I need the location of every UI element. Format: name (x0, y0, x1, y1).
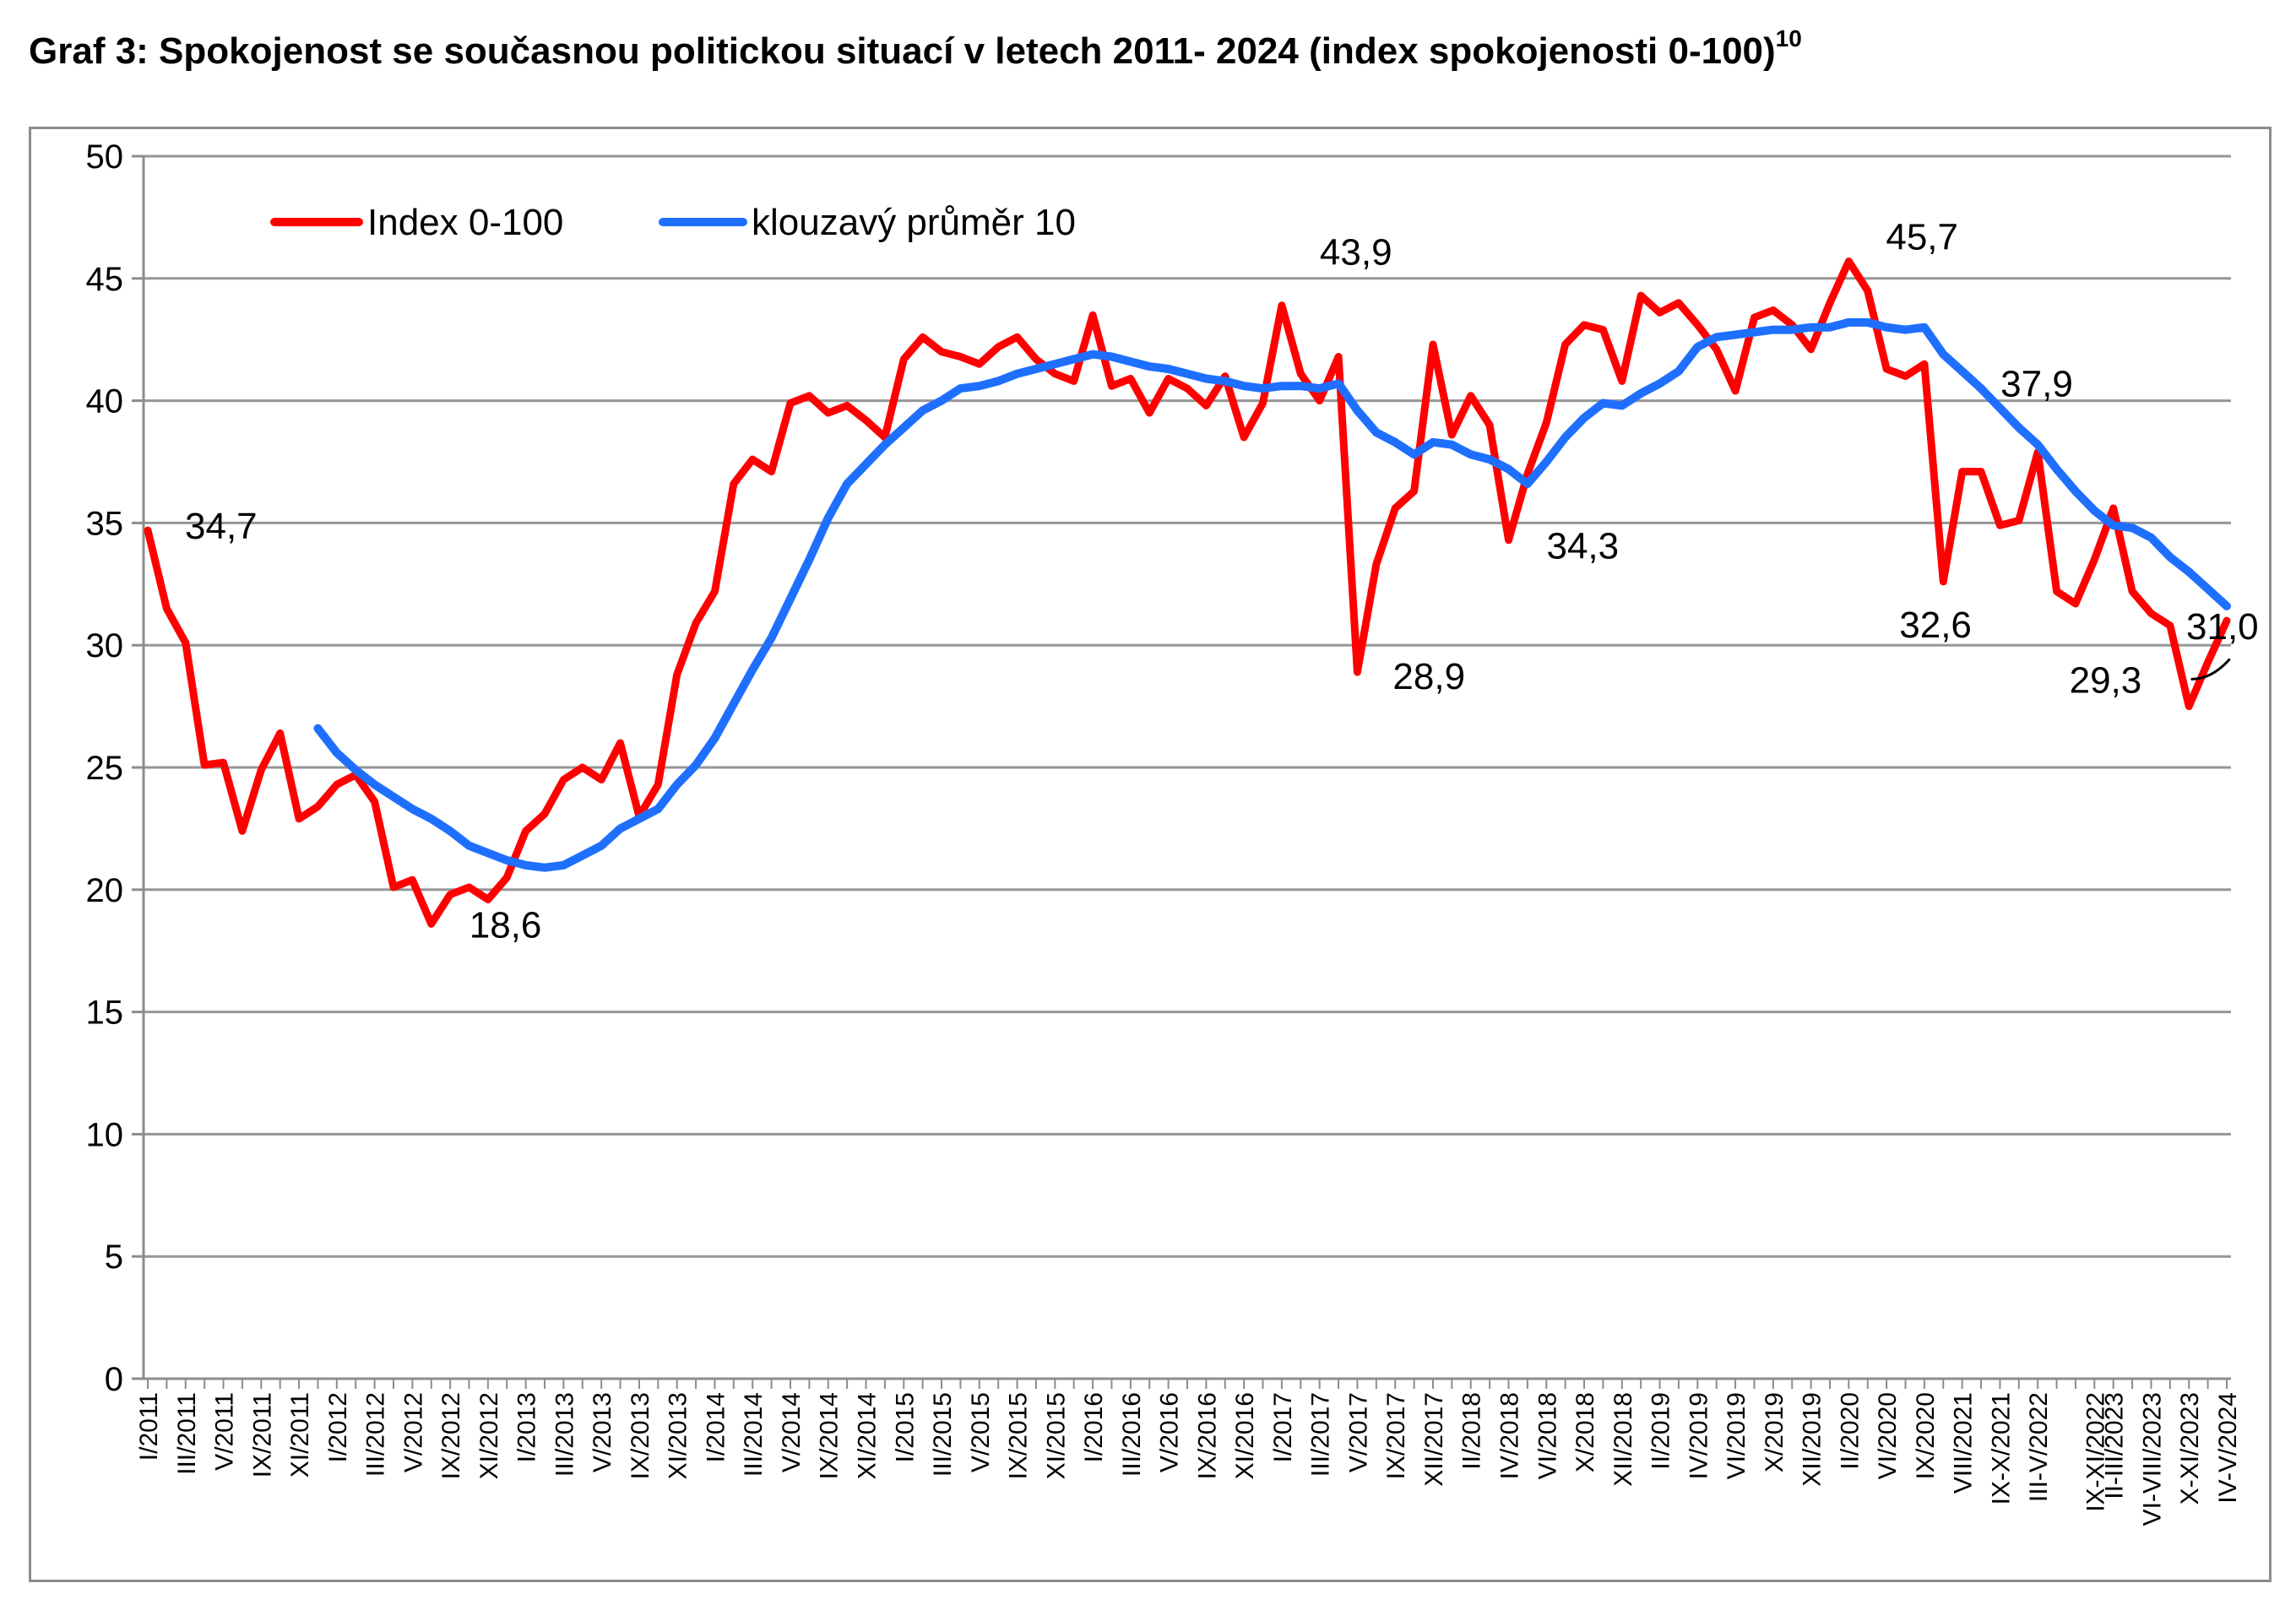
x-tick-label: IX/2011 (248, 1392, 276, 1477)
y-tick-label-25: 25 (86, 750, 124, 787)
x-tick-label: III/2013 (551, 1392, 578, 1477)
y-tick-label-10: 10 (86, 1116, 124, 1153)
x-tick-label: I/2015 (891, 1392, 919, 1462)
data-label: 29,3 (2070, 659, 2142, 701)
x-tick-label: V/2012 (399, 1392, 427, 1472)
x-tick-label: I/2013 (513, 1392, 541, 1462)
x-tick-label: I/2014 (702, 1392, 730, 1462)
index-series-line (144, 258, 2231, 928)
x-tick-label: II-III/2023 (2101, 1392, 2129, 1499)
x-tick-label: III/2016 (1118, 1392, 1146, 1477)
x-tick-label: XII/2019 (1799, 1392, 1826, 1487)
moving-average-series-line (313, 317, 2231, 872)
x-tick-label: VI/2018 (1533, 1392, 1561, 1479)
x-tick-label: II/2019 (1647, 1392, 1675, 1470)
chart-frame (29, 127, 2272, 1582)
x-tick-label: I/2016 (1080, 1392, 1108, 1462)
x-tick-label: X/2018 (1571, 1392, 1599, 1472)
y-tick-label-50: 50 (86, 138, 124, 176)
x-tick-label: V/2017 (1344, 1392, 1372, 1472)
x-tick-label: IV/2019 (1685, 1392, 1713, 1479)
legend: Index 0-100 klouzavý průměr 10 (270, 202, 1076, 243)
x-tick-label: XI/2015 (1042, 1392, 1070, 1479)
y-tick-label-20: 20 (86, 872, 124, 909)
data-label: 34,3 (1546, 526, 1619, 567)
x-tick-label: IX/2013 (627, 1392, 654, 1479)
legend-moving-average-label: klouzavý průměr 10 (752, 202, 1076, 243)
data-label: 34,7 (185, 506, 258, 547)
chart-title-text: Graf 3: Spokojenost se současnou politic… (29, 30, 1776, 72)
x-tick-label: I/2012 (324, 1392, 352, 1462)
x-tick-label: II/2020 (1836, 1392, 1864, 1470)
y-tick-label-15: 15 (86, 995, 124, 1032)
x-tick-label: XII/2018 (1609, 1392, 1637, 1487)
x-tick-label: II/2018 (1458, 1392, 1486, 1470)
x-tick-label: III/2012 (362, 1392, 390, 1477)
x-tick-label: XI/2016 (1231, 1392, 1259, 1479)
series-lines (144, 258, 2231, 928)
x-tick-label: III/2015 (929, 1392, 957, 1477)
x-tick-label: V/2014 (778, 1392, 806, 1472)
title-footnote: 10 (1775, 25, 1802, 52)
x-tick-label: X-XI/2023 (2176, 1392, 2204, 1504)
data-label: 31,0 (2186, 606, 2259, 648)
x-tick-label: IX/2015 (1005, 1392, 1033, 1479)
data-label-leader-line (2190, 658, 2231, 680)
x-tick-label: V/2016 (1156, 1392, 1184, 1472)
x-tick-label: IX-XI/2022 (2082, 1392, 2109, 1512)
data-annotations: 34,7 18,6 43,9 28,9 34,3 45,7 32,6 37,9 29,3 31,0 (185, 217, 2259, 946)
x-tick-label: IX-X/2021 (1987, 1392, 2015, 1504)
x-tick-label: IX/2014 (816, 1392, 844, 1479)
x-tick-label: X/2019 (1761, 1392, 1788, 1472)
x-tick-label: IX/2012 (437, 1392, 465, 1479)
data-label: 18,6 (470, 904, 542, 946)
x-tick-label: V/2013 (589, 1392, 616, 1472)
y-axis-ticks: 0 5 10 15 20 25 30 35 40 45 50 (86, 138, 144, 1398)
data-label: 43,9 (1320, 232, 1392, 274)
legend-index-label: Index 0-100 (367, 202, 563, 243)
x-tick-label: XI/2014 (854, 1392, 882, 1479)
x-tick-label: III/2011 (173, 1392, 201, 1475)
x-tick-label: VI-VIII/2023 (2138, 1392, 2166, 1526)
x-tick-label: III-V/2022 (2025, 1392, 2053, 1502)
x-tick-label: V/2015 (967, 1392, 995, 1472)
y-tick-label-30: 30 (86, 627, 124, 664)
x-tick-label: VI/2020 (1874, 1392, 1902, 1479)
x-tick-label: XII/2017 (1420, 1392, 1448, 1487)
x-tick-label: VI/2019 (1723, 1392, 1750, 1479)
y-tick-label-35: 35 (86, 505, 124, 542)
y-tick-label-5: 5 (105, 1239, 123, 1276)
x-tick-label: III/2017 (1307, 1392, 1335, 1477)
y-tick-label-40: 40 (86, 383, 124, 420)
chart-title: Graf 3: Spokojenost se současnou politic… (29, 25, 1802, 73)
x-tick-label: XI/2012 (475, 1392, 503, 1479)
x-tick-label: XI/2013 (665, 1392, 692, 1479)
data-label: 45,7 (1886, 217, 1958, 258)
data-label: 32,6 (1899, 604, 1972, 646)
x-tick-label: IX/2017 (1382, 1392, 1410, 1479)
x-tick-label: VIII/2021 (1950, 1392, 1978, 1494)
x-tick-label: IX/2020 (1912, 1392, 1940, 1479)
x-axis-ticks: I/2011 III/2011 V/2011 IX/2011 XI/2011 I/2012… (135, 1379, 2242, 1526)
x-tick-label: I/2011 (135, 1392, 163, 1461)
x-tick-label: IX/2016 (1193, 1392, 1221, 1479)
gridlines (144, 155, 2231, 1258)
y-tick-label-45: 45 (86, 261, 124, 298)
data-label: 28,9 (1392, 656, 1465, 697)
data-label: 37,9 (2000, 363, 2073, 404)
x-tick-label: V/2011 (211, 1392, 239, 1471)
x-tick-label: IV-V/2024 (2214, 1392, 2242, 1504)
x-tick-label: III/2014 (740, 1392, 768, 1477)
x-tick-label: XI/2011 (286, 1392, 314, 1477)
x-tick-label: I/2017 (1269, 1392, 1297, 1462)
y-tick-label-0: 0 (105, 1361, 123, 1398)
x-tick-label: IV/2018 (1495, 1392, 1523, 1479)
